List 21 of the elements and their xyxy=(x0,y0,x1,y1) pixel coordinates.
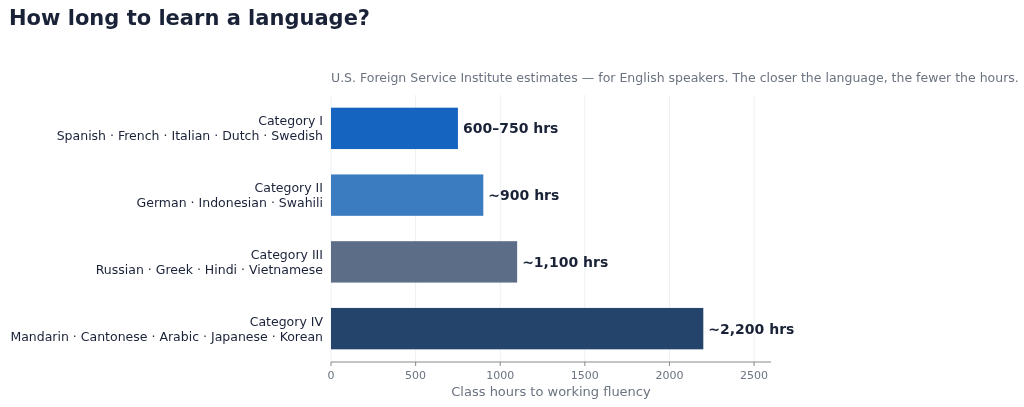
x-tick-label: 2500 xyxy=(740,369,769,382)
y-tick-label: Category IV Mandarin · Cantonese · Arabic · Japanese · Korean xyxy=(10,313,324,344)
y-tick-label: Category I Spanish · French · Italian · Dutch · Swedish xyxy=(56,113,323,144)
data-label: 600–750 hrs xyxy=(462,120,559,137)
bar xyxy=(331,107,458,150)
data-label: ~1,100 hrs xyxy=(522,253,609,270)
bar xyxy=(331,174,484,216)
x-tick-label: 1000 xyxy=(486,369,515,382)
data-label: ~2,200 hrs xyxy=(708,320,795,337)
x-axis-title: Class hours to working fluency xyxy=(451,384,651,399)
x-tick-label: 2000 xyxy=(655,369,684,382)
x-tick-label: 1500 xyxy=(570,369,599,382)
y-tick-label: Category II German · Indonesian · Swahili xyxy=(136,180,323,210)
data-label: ~900 hrs xyxy=(488,187,560,204)
bar xyxy=(331,241,518,283)
chart-subtitle: U.S. Foreign Service Institute estimates — for English speakers. The closer the language, the fewer the hours. xyxy=(331,70,1019,85)
chart-title: How long to learn a language? xyxy=(9,6,371,30)
y-tick-label: Category III Russian · Greek · Hindi · Vietnamese xyxy=(95,246,324,277)
x-tick-label: 500 xyxy=(405,369,427,382)
x-tick-label: 0 xyxy=(327,369,335,382)
bar xyxy=(331,307,704,350)
